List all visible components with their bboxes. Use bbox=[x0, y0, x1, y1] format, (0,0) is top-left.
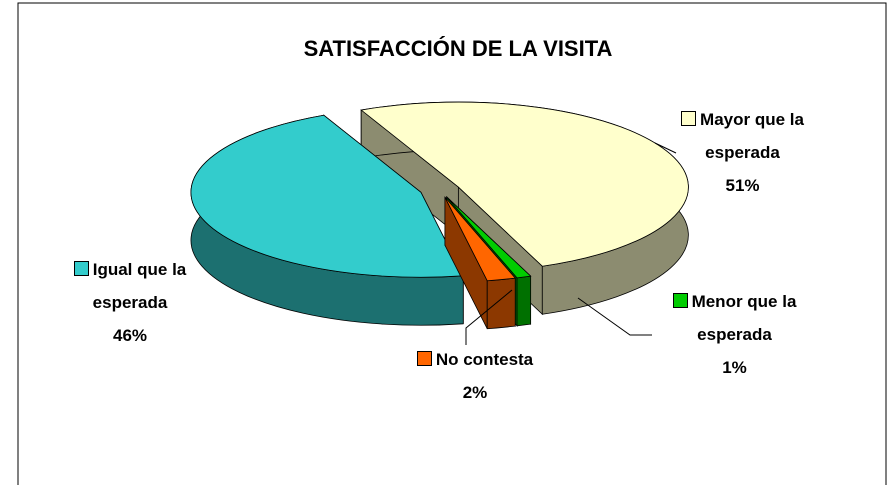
slice-side bbox=[486, 277, 516, 330]
slice-top bbox=[360, 101, 689, 267]
legend-key bbox=[416, 351, 432, 366]
label-value: 1% bbox=[722, 358, 747, 377]
label-name: No contesta bbox=[435, 350, 534, 369]
slice-top bbox=[444, 196, 517, 282]
label-name: Menor que la esperada bbox=[691, 292, 797, 344]
leader-line bbox=[577, 297, 652, 336]
legend-key bbox=[73, 261, 89, 276]
label-value: 51% bbox=[725, 176, 760, 195]
data-label: Igual que la esperada 46% bbox=[45, 253, 215, 352]
legend-key bbox=[672, 293, 688, 308]
data-label: No contesta 2% bbox=[385, 343, 565, 409]
label-value: 2% bbox=[462, 383, 488, 402]
data-label: Mayor que la esperada 51% bbox=[680, 103, 805, 202]
slice bbox=[444, 196, 517, 330]
label-name: Mayor que la esperada bbox=[700, 110, 804, 162]
slice-side bbox=[516, 275, 532, 327]
chart-title: SATISFACCIÓN DE LA VISITA bbox=[304, 36, 613, 61]
label-name: Igual que la esperada bbox=[92, 260, 187, 312]
slice-top bbox=[446, 196, 532, 279]
label-value: 46% bbox=[112, 326, 148, 345]
pie bbox=[190, 101, 689, 330]
slice bbox=[190, 114, 464, 326]
legend-key bbox=[681, 111, 697, 126]
slice-top bbox=[190, 114, 464, 278]
leader-line bbox=[654, 142, 677, 154]
data-label: Menor que la esperada 1% bbox=[672, 285, 797, 384]
leader-line bbox=[465, 289, 513, 345]
